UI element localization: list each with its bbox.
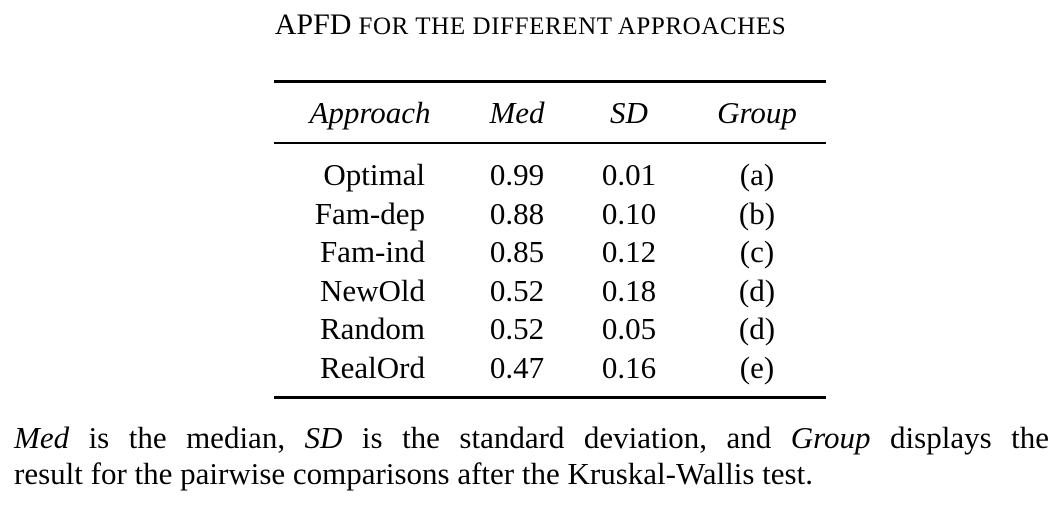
cell-approach: Fam-dep: [314, 195, 425, 231]
header-med: Med: [489, 95, 545, 130]
table-header-rule: [274, 142, 826, 144]
header-approach: Approach: [309, 95, 431, 130]
cell-approach: Random: [319, 311, 425, 346]
caption-small-caps: FOR THE DIFFERENT APPROACHES: [358, 13, 787, 40]
cell-sd: 0.12: [601, 234, 657, 269]
cell-approach: Optimal: [323, 157, 425, 192]
note-term-sd: SD: [304, 420, 343, 455]
cell-med: 0.88: [489, 195, 545, 231]
cell-med: 0.47: [489, 349, 545, 385]
note-term-group: Group: [790, 420, 871, 455]
cell-group: (e): [739, 349, 775, 385]
cell-group: (a): [739, 157, 775, 192]
cell-approach: Fam-ind: [319, 234, 425, 269]
caption-initial: A: [274, 8, 297, 41]
note-line-1: Med is the median, SD is the standard de…: [14, 420, 1049, 456]
cell-sd: 0.16: [601, 349, 657, 385]
note-term-med: Med: [14, 420, 70, 455]
note-line-2: result for the pairwise comparisons afte…: [14, 456, 813, 491]
header-sd: SD: [610, 95, 648, 130]
cell-sd: 0.01: [601, 157, 657, 192]
table-caption: APFD FOR THE DIFFERENT APPROACHES: [0, 8, 1061, 44]
caption-acronym-rest: PFD: [296, 8, 352, 41]
cell-med: 0.52: [489, 272, 545, 308]
cell-med: 0.99: [489, 157, 545, 192]
cell-sd: 0.18: [601, 272, 657, 308]
cell-group: (d): [738, 311, 776, 346]
cell-med: 0.85: [489, 234, 545, 269]
cell-group: (d): [738, 272, 776, 308]
note-text-2: is the standard deviation, and: [342, 420, 791, 455]
note-text-3: displays the: [870, 420, 1049, 455]
table-top-rule: [274, 80, 826, 83]
cell-approach: NewOld: [319, 272, 425, 308]
cell-approach: RealOrd: [319, 349, 425, 385]
cell-sd: 0.10: [601, 195, 657, 231]
note-text-1: is the median,: [69, 420, 305, 455]
cell-group: (b): [738, 195, 776, 231]
header-group: Group: [717, 95, 797, 130]
table-note: Med is the median, SD is the standard de…: [14, 420, 1049, 492]
cell-med: 0.52: [489, 311, 545, 346]
cell-sd: 0.05: [601, 311, 657, 346]
cell-group: (c): [739, 234, 775, 269]
table-bottom-rule: [274, 396, 826, 399]
